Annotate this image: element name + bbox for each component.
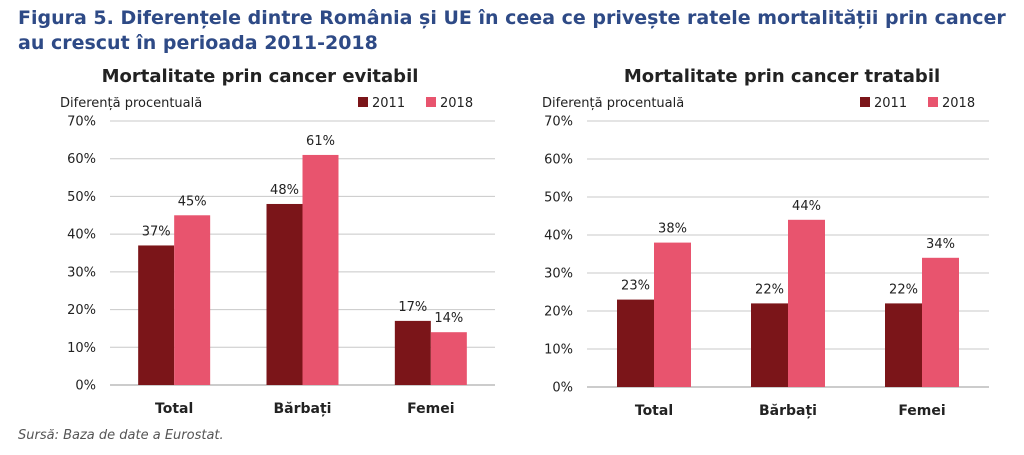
y-tick-label: 20% <box>67 303 96 318</box>
bar-2018-Femei <box>922 257 959 387</box>
y-tick-label: 70% <box>544 115 573 130</box>
y-tick-label: 50% <box>544 191 573 206</box>
bar-2011-Femei <box>885 303 922 387</box>
bar-2018-Bărbați <box>302 154 339 385</box>
x-category-label: Bărbați <box>274 401 332 417</box>
data-label: 48% <box>270 183 299 198</box>
bar-2011-Bărbați <box>751 303 788 387</box>
chart-title: Mortalitate prin cancer evitabil <box>102 66 419 87</box>
data-label: 45% <box>178 194 207 209</box>
x-category-label: Bărbați <box>759 403 817 419</box>
y-tick-label: 40% <box>544 229 573 244</box>
y-tick-label: 50% <box>67 190 96 205</box>
y-tick-label: 0% <box>552 381 573 396</box>
y-tick-label: 60% <box>67 152 96 167</box>
y-tick-label: 0% <box>75 379 96 394</box>
data-label: 22% <box>889 282 918 297</box>
y-tick-label: 30% <box>67 265 96 280</box>
x-category-label: Total <box>635 403 673 419</box>
bar-2011-Total <box>138 245 175 385</box>
source-note: Sursă: Baza de date a Eurostat. <box>18 428 224 443</box>
y-axis-label: Diferență procentuală <box>60 96 202 111</box>
data-label: 17% <box>398 300 427 315</box>
bar-2018-Total <box>654 242 691 387</box>
bar-2011-Femei <box>394 320 431 385</box>
data-label: 23% <box>621 279 650 294</box>
data-label: 44% <box>792 199 821 214</box>
y-tick-label: 20% <box>544 305 573 320</box>
x-category-label: Total <box>155 401 193 417</box>
legend-swatch-2011 <box>860 97 870 107</box>
y-tick-label: 10% <box>67 341 96 356</box>
y-tick-label: 10% <box>544 343 573 358</box>
bar-2018-Total <box>174 215 211 385</box>
chart-title: Mortalitate prin cancer tratabil <box>624 66 940 87</box>
bar-2018-Femei <box>430 332 467 385</box>
legend-label-2011: 2011 <box>874 96 907 111</box>
legend-label-2018: 2018 <box>440 96 473 111</box>
legend-swatch-2018 <box>426 97 436 107</box>
x-category-label: Femei <box>898 403 945 419</box>
data-label: 37% <box>142 224 171 239</box>
y-tick-label: 60% <box>544 153 573 168</box>
x-category-label: Femei <box>407 401 454 417</box>
legend-label-2011: 2011 <box>372 96 405 111</box>
bar-2011-Total <box>617 299 654 387</box>
legend-swatch-2011 <box>358 97 368 107</box>
legend-label-2018: 2018 <box>942 96 975 111</box>
bar-2011-Bărbați <box>266 203 303 385</box>
y-axis-label: Diferență procentuală <box>542 96 684 111</box>
data-label: 38% <box>658 222 687 237</box>
data-label: 61% <box>306 134 335 149</box>
data-label: 34% <box>926 237 955 252</box>
y-tick-label: 70% <box>67 115 96 130</box>
legend-swatch-2018 <box>928 97 938 107</box>
bar-2018-Bărbați <box>788 219 825 387</box>
data-label: 14% <box>434 311 463 326</box>
chart-treatable-mortality: Mortalitate prin cancer tratabil Diferenț… <box>542 66 989 419</box>
figure-title: Figura 5. Diferențele dintre România și … <box>18 7 1006 54</box>
chart-avoidable-mortality: Mortalitate prin cancer evitabil Diferenț… <box>60 66 495 417</box>
data-label: 22% <box>755 282 784 297</box>
y-tick-label: 40% <box>67 228 96 243</box>
y-tick-label: 30% <box>544 267 573 282</box>
